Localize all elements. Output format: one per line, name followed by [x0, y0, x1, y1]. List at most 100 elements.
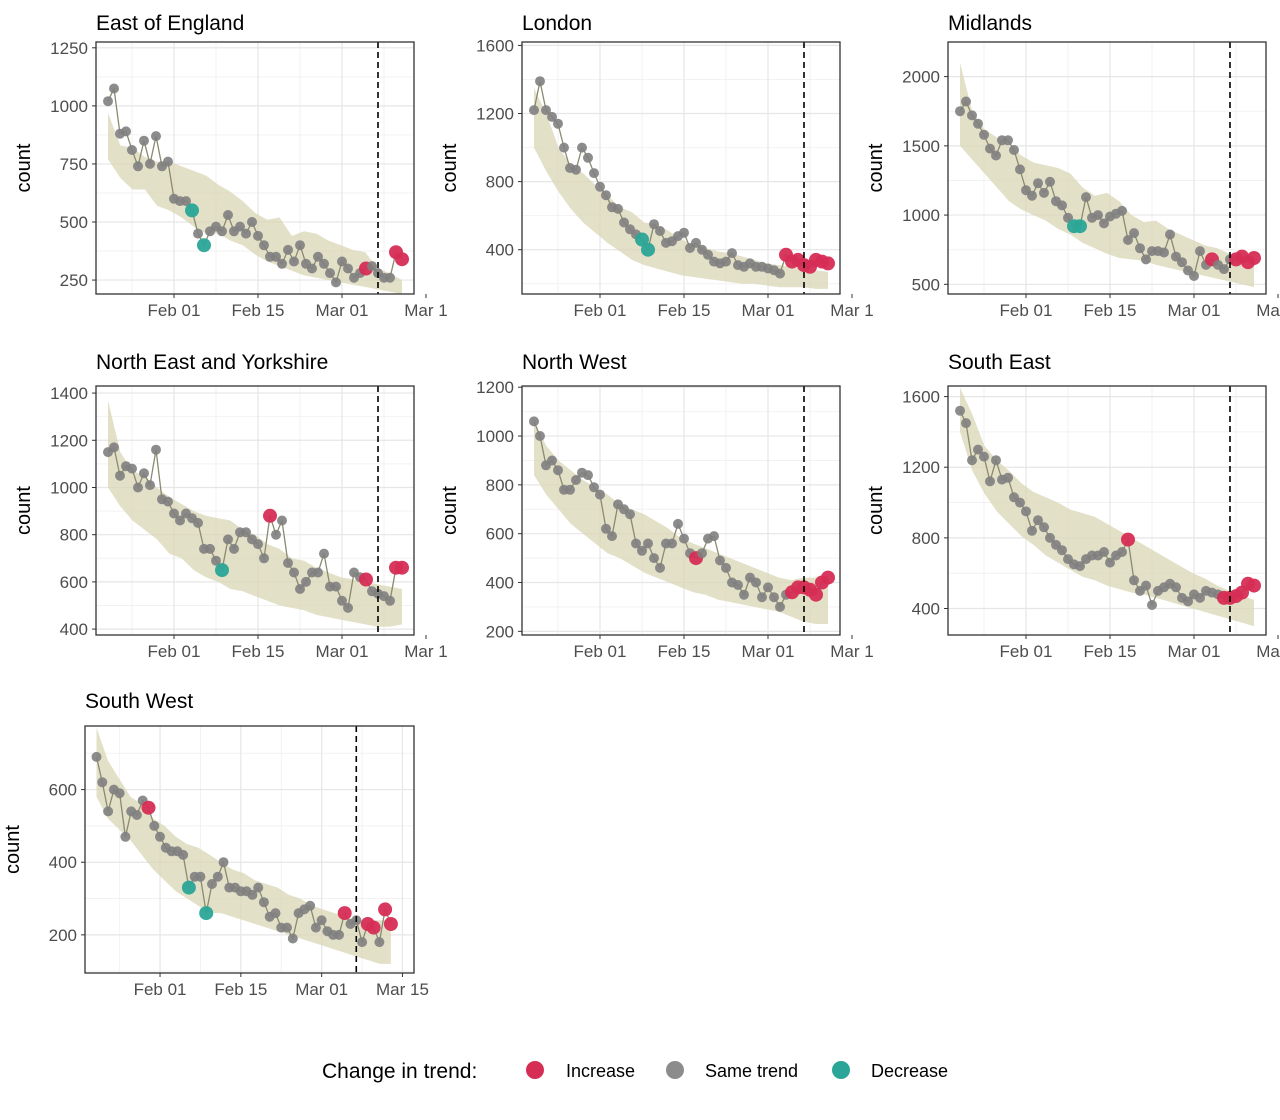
y-tick-label: 400 — [60, 620, 88, 639]
x-tick-label: Feb 15 — [658, 301, 711, 320]
data-point — [967, 455, 977, 466]
y-tick-label: 500 — [60, 213, 88, 232]
data-point — [1099, 218, 1109, 229]
legend-item-same-trend: Same trend — [666, 1061, 798, 1081]
panel-border — [947, 41, 1267, 295]
data-point — [223, 210, 233, 220]
data-point — [1015, 497, 1025, 508]
x-tick-label: Feb 01 — [1000, 642, 1053, 661]
legend-item-increase: Increase — [526, 1061, 635, 1081]
data-point — [1129, 575, 1139, 586]
legend-label-increase: Increase — [566, 1061, 635, 1081]
data-point — [310, 922, 321, 933]
data-point — [673, 518, 683, 529]
y-tick-label: 400 — [486, 574, 514, 593]
y-tick-label: 400 — [49, 853, 77, 872]
data-point — [114, 788, 125, 799]
data-point — [1015, 164, 1025, 175]
y-tick-label: 1400 — [50, 384, 88, 403]
panel-grid — [522, 42, 840, 294]
data-point — [1021, 506, 1031, 517]
data-point — [1135, 243, 1145, 254]
x-tick-label: Mar 01 — [1168, 642, 1221, 661]
data-point — [223, 534, 233, 545]
data-point — [383, 917, 398, 931]
data-point — [961, 96, 971, 107]
x-tick-label: Mar 1 — [404, 642, 447, 661]
x-tick-label: Mar 1 — [830, 301, 873, 320]
prediction-band — [534, 421, 828, 624]
data-point — [139, 135, 149, 146]
panel-title: North West — [522, 351, 627, 374]
data-point — [295, 584, 305, 594]
data-point — [127, 145, 137, 155]
data-point — [973, 118, 983, 129]
data-point — [979, 451, 989, 462]
x-axis: Feb 01 Feb 15 Mar 01 Mar 15 — [134, 973, 429, 999]
data-point — [247, 889, 258, 900]
data-point — [595, 181, 605, 192]
data-point — [215, 563, 229, 578]
panel-south-west: South West 200 400 600 count Feb 01 Feb 15 Mar … — [2, 690, 429, 999]
data-point — [305, 900, 316, 911]
data-point — [121, 126, 131, 137]
data-point — [127, 463, 137, 474]
data-point — [709, 531, 719, 542]
data-point — [583, 152, 593, 163]
x-tick-label: Feb 01 — [148, 301, 201, 320]
data-point — [649, 219, 659, 230]
data-point — [295, 240, 305, 251]
data-point — [559, 142, 569, 153]
panel-border — [95, 385, 415, 636]
panel-title: Midlands — [948, 12, 1032, 35]
data-point — [271, 251, 281, 262]
data-point — [145, 158, 155, 169]
data-point — [91, 751, 102, 762]
data-point — [655, 226, 665, 236]
panel-border — [84, 725, 415, 974]
data-point — [307, 263, 317, 274]
data-point — [1195, 246, 1205, 257]
data-point — [613, 203, 623, 214]
data-point — [547, 111, 557, 122]
data-point — [270, 908, 281, 919]
data-point — [985, 476, 995, 487]
y-tick-label: 600 — [60, 573, 88, 592]
data-point — [359, 572, 373, 587]
panel-midlands: Midlands 500 1000 1500 2000 count Feb 01 Feb 15… — [865, 12, 1280, 320]
data-point — [641, 242, 655, 257]
y-axis-label: count — [865, 143, 887, 192]
data-point — [169, 508, 179, 519]
data-point — [1121, 532, 1135, 547]
panel-title: East of England — [96, 12, 244, 35]
prediction-band — [960, 387, 1254, 627]
data-point — [1219, 264, 1229, 275]
data-points — [529, 416, 835, 612]
data-point — [1147, 600, 1157, 610]
prediction-band — [108, 112, 402, 294]
data-point — [374, 937, 385, 948]
x-tick-label: Feb 15 — [232, 642, 285, 661]
data-point — [217, 226, 227, 237]
data-point — [395, 560, 409, 575]
data-point — [821, 256, 835, 271]
y-tick-label: 1600 — [476, 36, 514, 55]
data-point — [1247, 578, 1261, 593]
data-point — [263, 508, 277, 523]
data-point — [1189, 271, 1199, 281]
x-tick-label: Feb 01 — [1000, 301, 1053, 320]
prediction-band — [534, 88, 828, 289]
x-tick-label: Mar 1 — [830, 642, 873, 661]
data-point — [1075, 561, 1085, 572]
y-tick-label: 400 — [486, 241, 514, 260]
data-point — [378, 902, 393, 917]
data-point — [253, 539, 263, 550]
data-point — [319, 548, 329, 559]
data-point — [535, 76, 545, 87]
panel-south-east: South East 400 800 1200 1600 count Feb 01 Feb 1… — [865, 351, 1280, 661]
x-axis: Feb 01 Feb 15 Mar 01 Mar 1 — [1000, 635, 1280, 661]
data-point — [287, 933, 298, 944]
data-point — [331, 581, 341, 592]
data-point — [547, 455, 557, 466]
x-axis: Feb 01 Feb 15 Mar 01 Mar 1 — [1000, 294, 1280, 320]
